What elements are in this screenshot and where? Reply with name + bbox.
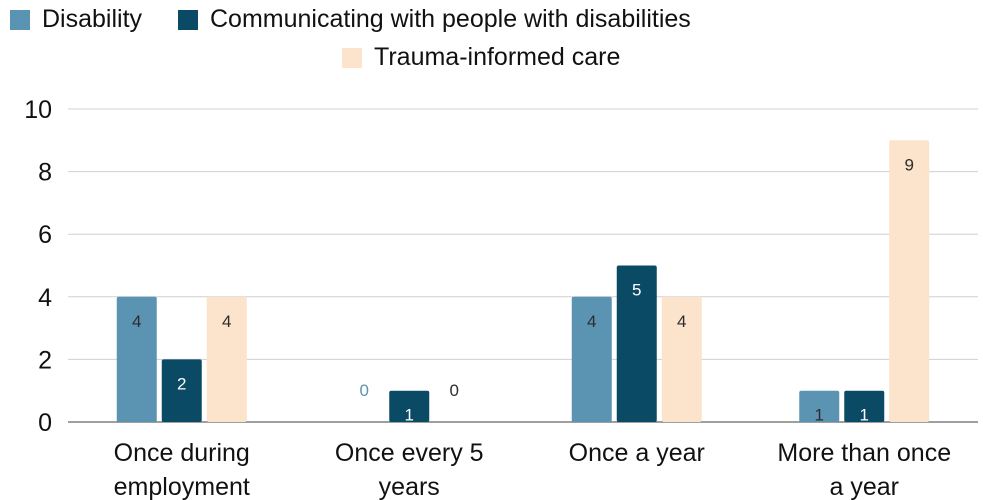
data-label: 1 — [405, 406, 414, 425]
y-tick-label: 0 — [38, 409, 52, 437]
bar — [889, 140, 929, 422]
x-tick-label: employment — [114, 473, 250, 500]
data-label: 4 — [587, 312, 596, 331]
y-tick-label: 6 — [38, 221, 52, 249]
y-tick-label: 8 — [38, 159, 52, 187]
data-label: 4 — [677, 312, 686, 331]
x-tick-label: Once during — [114, 439, 250, 467]
y-tick-label: 10 — [24, 96, 52, 124]
x-tick-label: Once a year — [569, 439, 705, 467]
data-label: 1 — [815, 406, 824, 425]
x-tick-label: years — [379, 473, 440, 500]
data-label: 2 — [177, 374, 186, 393]
x-tick-label: Once every 5 — [335, 439, 484, 467]
y-tick-label: 2 — [38, 346, 52, 374]
data-label: 9 — [905, 155, 914, 174]
data-label: 4 — [132, 312, 141, 331]
data-label: 1 — [860, 406, 869, 425]
data-label: 0 — [450, 381, 459, 400]
y-tick-label: 4 — [38, 284, 52, 312]
x-tick-label: a year — [830, 473, 899, 500]
data-label: 4 — [222, 312, 231, 331]
x-tick-label: More than once — [777, 439, 951, 467]
data-label: 0 — [360, 381, 369, 400]
data-label: 5 — [632, 281, 641, 300]
